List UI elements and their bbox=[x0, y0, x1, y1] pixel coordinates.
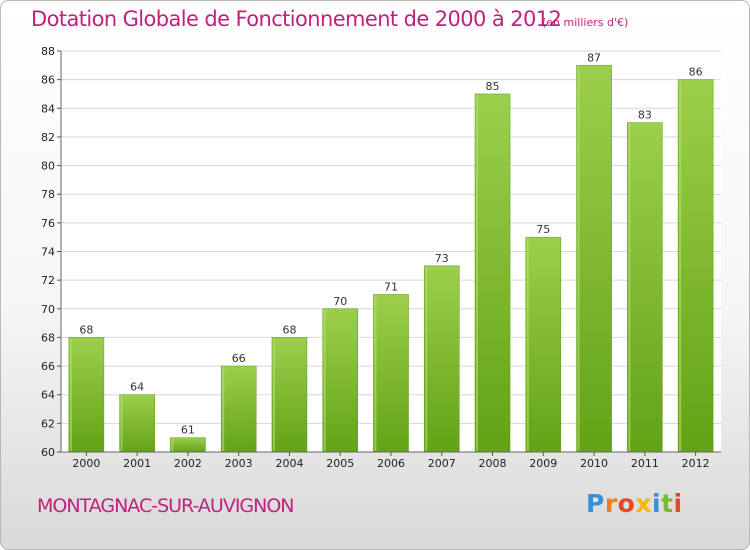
logo-letter: P bbox=[586, 489, 605, 518]
y-tick-label: 84 bbox=[41, 102, 55, 115]
bar-highlight bbox=[120, 395, 123, 451]
bar-2004 bbox=[271, 337, 308, 453]
x-tick-label: 2004 bbox=[275, 457, 303, 470]
x-tick-label: 2000 bbox=[72, 457, 100, 470]
data-label: 86 bbox=[689, 66, 703, 79]
logo-letter: i bbox=[673, 489, 683, 518]
bar-2007 bbox=[424, 265, 460, 453]
proxiti-logo: Proxiti bbox=[586, 489, 683, 518]
bar-2000 bbox=[68, 337, 105, 453]
data-label: 68 bbox=[282, 323, 296, 336]
bar-2001 bbox=[119, 394, 155, 453]
bar-2002 bbox=[170, 437, 206, 453]
x-tick-label: 2010 bbox=[580, 457, 608, 470]
y-tick-label: 78 bbox=[41, 188, 55, 201]
bar-2010 bbox=[576, 65, 612, 453]
bar-highlight bbox=[323, 309, 326, 451]
x-tick-label: 2002 bbox=[174, 457, 202, 470]
x-tick-label: 2006 bbox=[377, 457, 405, 470]
bar-highlight bbox=[171, 438, 174, 451]
y-tick-label: 80 bbox=[41, 160, 55, 173]
y-tick-label: 72 bbox=[41, 274, 55, 287]
x-tick-label: 2005 bbox=[326, 457, 354, 470]
x-tick-label: 2003 bbox=[225, 457, 253, 470]
bar-highlight bbox=[679, 80, 682, 452]
bar-highlight bbox=[374, 295, 377, 451]
bar-highlight bbox=[222, 367, 225, 451]
bar-2005 bbox=[322, 308, 358, 453]
data-label: 64 bbox=[130, 381, 144, 394]
y-tick-label: 70 bbox=[41, 303, 55, 316]
chart-title: Dotation Globale de Fonctionnement de 20… bbox=[31, 7, 562, 31]
y-tick-label: 64 bbox=[41, 389, 55, 402]
bar-2006 bbox=[373, 294, 409, 453]
logo-letter: i bbox=[652, 489, 662, 518]
y-tick-label: 88 bbox=[41, 45, 55, 58]
x-tick-label: 2007 bbox=[428, 457, 456, 470]
data-label: 71 bbox=[384, 280, 398, 293]
data-label: 85 bbox=[486, 80, 500, 93]
x-tick-label: 2011 bbox=[631, 457, 659, 470]
x-tick-label: 2009 bbox=[529, 457, 557, 470]
bar-highlight bbox=[577, 66, 580, 452]
labels: 60 62 64 66 68 70 72 74 76 78 80 82 84 86 88 68 2000 64 20… bbox=[41, 45, 710, 470]
y-tick-label: 68 bbox=[41, 331, 55, 344]
data-label: 66 bbox=[232, 352, 246, 365]
chart-unit-note: (en milliers d'€) bbox=[542, 16, 629, 29]
logo-letter: t bbox=[661, 489, 674, 518]
x-tick-label: 2001 bbox=[123, 457, 151, 470]
bar-2009 bbox=[525, 236, 562, 453]
y-tick-label: 62 bbox=[41, 417, 55, 430]
bar-2012 bbox=[677, 79, 714, 453]
bar-highlight bbox=[526, 238, 529, 451]
data-label: 83 bbox=[638, 109, 652, 122]
bar-2011 bbox=[627, 122, 663, 453]
commune-name: MONTAGNAC-SUR-AUVIGNON bbox=[37, 495, 295, 517]
bar-highlight bbox=[425, 266, 428, 451]
y-tick-label: 82 bbox=[41, 131, 55, 144]
bars bbox=[68, 65, 714, 453]
y-tick-label: 66 bbox=[41, 360, 55, 373]
data-label: 61 bbox=[181, 424, 195, 437]
logo-letter: r bbox=[604, 489, 618, 518]
y-tick-label: 76 bbox=[41, 217, 55, 230]
axes bbox=[57, 50, 721, 456]
bar-highlight bbox=[476, 94, 479, 451]
bar-2008 bbox=[474, 93, 511, 453]
logo-letter: o bbox=[617, 489, 636, 518]
bar-2003 bbox=[220, 365, 257, 453]
y-tick-label: 86 bbox=[41, 74, 55, 87]
x-tick-label: 2012 bbox=[682, 457, 710, 470]
data-label: 87 bbox=[587, 51, 601, 64]
x-tick-label: 2008 bbox=[479, 457, 507, 470]
y-tick-label: 74 bbox=[41, 246, 55, 259]
data-label: 68 bbox=[79, 323, 93, 336]
bar-highlight bbox=[69, 338, 72, 451]
data-label: 70 bbox=[333, 295, 347, 308]
data-label: 73 bbox=[435, 252, 449, 265]
bar-highlight bbox=[628, 123, 631, 451]
bar-highlight bbox=[272, 338, 275, 451]
data-label: 75 bbox=[536, 223, 550, 236]
logo-letter: x bbox=[635, 489, 652, 518]
y-tick-label: 60 bbox=[41, 446, 55, 459]
